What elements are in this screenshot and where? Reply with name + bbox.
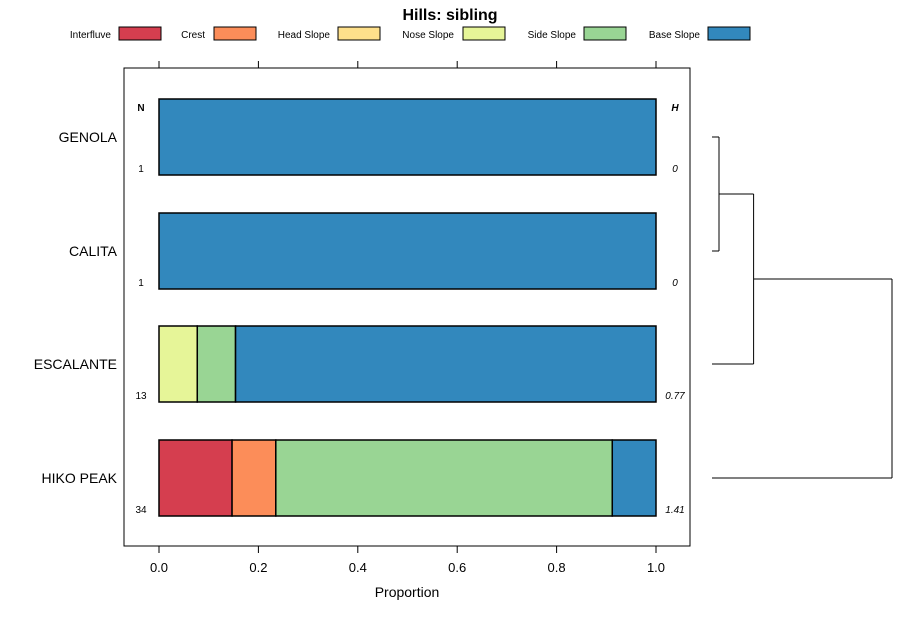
legend-label-nose-slope: Nose Slope bbox=[402, 30, 454, 41]
legend-swatch-head-slope bbox=[337, 26, 381, 41]
x-tick-label-0-2: 0.2 bbox=[249, 560, 267, 575]
bar-hiko-peak-crest bbox=[231, 439, 277, 517]
dendrogram bbox=[712, 136, 893, 479]
bar-hiko-peak-base-slope bbox=[611, 439, 657, 517]
x-tick-label-0-4: 0.4 bbox=[349, 560, 367, 575]
n-value-escalante: 13 bbox=[135, 391, 147, 402]
legend-swatch-side-slope bbox=[583, 26, 627, 41]
x-tick-label-0-6: 0.6 bbox=[448, 560, 466, 575]
bar-hiko-peak-side-slope bbox=[275, 439, 614, 517]
h-value-hiko-peak: 1.41 bbox=[665, 505, 684, 516]
x-axis: 0.0 0.2 0.4 0.6 0.8 1.0 bbox=[150, 61, 665, 575]
x-axis-title: Proportion bbox=[375, 584, 440, 600]
legend-swatch-interfluve bbox=[118, 26, 162, 41]
legend-label-base-slope: Base Slope bbox=[649, 30, 701, 41]
n-header: N bbox=[137, 103, 144, 114]
bar-escalante-side-slope bbox=[196, 325, 237, 403]
chart-title: Hills: sibling bbox=[402, 7, 497, 24]
bar-genola-base-slope bbox=[158, 98, 657, 176]
row-calita: CALITA 1 0 bbox=[69, 212, 678, 290]
bar-rows: GENOLA 1 0 CALITA 1 0 ESCALANTE 13 0.77 HIKO PEAK… bbox=[34, 98, 685, 517]
h-value-genola: 0 bbox=[672, 164, 678, 175]
x-tick-label-1-0: 1.0 bbox=[647, 560, 665, 575]
category-label-genola: GENOLA bbox=[59, 129, 118, 145]
row-genola: GENOLA 1 0 bbox=[59, 98, 678, 176]
x-tick-label-0-0: 0.0 bbox=[150, 560, 168, 575]
x-tick-label-0-8: 0.8 bbox=[548, 560, 566, 575]
bar-escalante-nose-slope bbox=[158, 325, 199, 403]
h-header: H bbox=[671, 103, 679, 114]
bar-hiko-peak-interfluve bbox=[158, 439, 233, 517]
bar-escalante-base-slope bbox=[234, 325, 657, 403]
n-value-calita: 1 bbox=[138, 278, 144, 289]
legend-swatch-nose-slope bbox=[462, 26, 506, 41]
h-value-escalante: 0.77 bbox=[665, 391, 685, 402]
legend-label-interfluve: Interfluve bbox=[70, 30, 112, 41]
h-value-calita: 0 bbox=[672, 278, 678, 289]
row-escalante: ESCALANTE 13 0.77 bbox=[34, 325, 685, 403]
bar-calita-base-slope bbox=[158, 212, 657, 290]
n-value-genola: 1 bbox=[138, 164, 144, 175]
legend-swatch-crest bbox=[213, 26, 257, 41]
category-label-hiko-peak: HIKO PEAK bbox=[42, 470, 118, 486]
category-label-escalante: ESCALANTE bbox=[34, 356, 117, 372]
legend-label-side-slope: Side Slope bbox=[528, 30, 577, 41]
plot-panel bbox=[123, 67, 691, 547]
legend-label-crest: Crest bbox=[181, 30, 205, 41]
legend-label-head-slope: Head Slope bbox=[278, 30, 331, 41]
n-value-hiko-peak: 34 bbox=[135, 505, 147, 516]
row-hiko-peak: HIKO PEAK 34 1.41 bbox=[42, 439, 685, 517]
legend: Interfluve Crest Head Slope Nose Slope Side … bbox=[70, 26, 751, 41]
legend-swatch-base-slope bbox=[707, 26, 751, 41]
category-label-calita: CALITA bbox=[69, 243, 118, 259]
